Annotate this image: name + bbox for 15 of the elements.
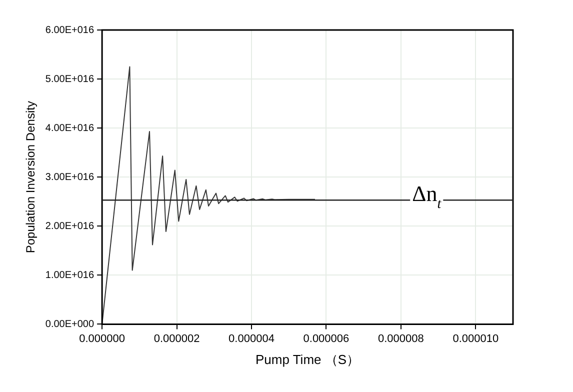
y-tick-label: 2.00E+016: [45, 220, 94, 232]
y-tick-label: 1.00E+016: [45, 270, 94, 281]
x-tick-label: 0.000008: [378, 332, 424, 345]
x-tick-label: 0.000004: [228, 332, 274, 345]
y-tick-label: 0.00E+000: [45, 318, 94, 330]
y-tick-label: 5.00E+016: [45, 74, 94, 85]
y-tick-label: 3.00E+016: [45, 172, 94, 183]
x-tick-label: 0.000006: [303, 332, 350, 345]
x-tick-label: 0.000000: [79, 332, 126, 345]
x-tick-label: 0.000002: [154, 332, 200, 345]
x-axis-title: Pump Time （S）: [256, 352, 360, 367]
y-tick-label: 6.00E+016: [45, 24, 94, 36]
y-tick-label: 4.00E+016: [45, 122, 94, 134]
y-axis-title: Population Inversion Density: [24, 101, 38, 254]
x-tick-label: 0.000010: [452, 332, 499, 345]
